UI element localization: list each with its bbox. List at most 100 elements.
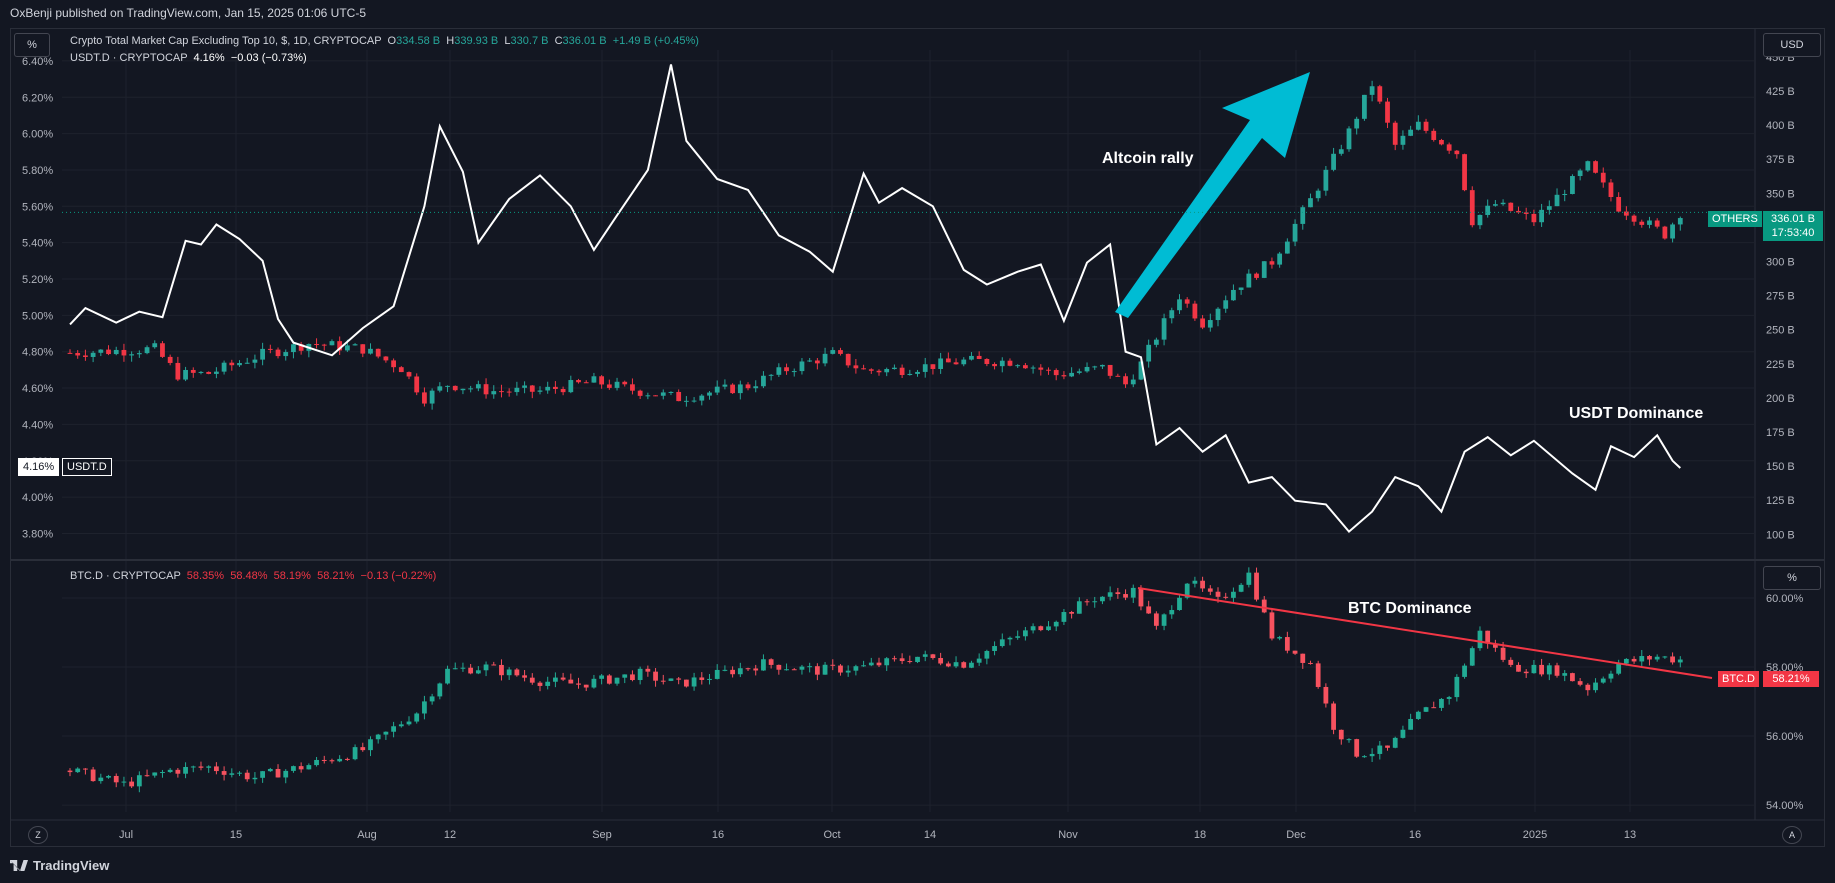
btcd-candle [984,650,990,659]
others-candle [776,367,782,375]
btcd-candle [1593,682,1598,691]
btcd-candle [999,639,1005,647]
btcd-candle [298,766,304,770]
zoom-button[interactable]: Z [28,826,48,844]
btcd-candle [1061,612,1067,622]
others-candle [352,344,358,346]
currency-button[interactable]: USD [1763,33,1821,57]
others-candle [799,361,805,372]
others-axis-label: 425 B [1766,86,1795,98]
btcd-candle [1123,594,1128,598]
others-candle [1623,211,1629,216]
others-candle [452,385,458,391]
btcd-tag-label: BTC.D [1722,673,1755,685]
btcd-candle [90,769,96,782]
btcd-candle [1446,697,1452,699]
btcd-candle [560,677,566,680]
others-candle [1431,130,1437,140]
btcd-candle [791,669,797,671]
others-candle [1523,212,1529,214]
tradingview-brand: TradingView [33,858,110,873]
btcd-price-tag: 58.21% [1763,671,1819,687]
btcd-candle [1539,664,1544,675]
others-candle [468,388,474,390]
top-scale-button[interactable]: % [14,33,50,57]
btcd-candle [830,664,836,666]
btcd-candle [1346,739,1352,741]
btcd-candle [892,658,897,660]
others-candle [699,395,705,401]
btcd-candle [676,678,682,680]
others-legend: Crypto Total Market Cap Excluding Top 10… [70,35,699,47]
btcd-candle [414,713,420,722]
others-candle [1323,169,1329,191]
others-candle [267,348,273,350]
btcd-candle [437,683,443,697]
btcd-candle [776,664,782,670]
others-candle [868,369,874,371]
others-candle [560,389,566,393]
others-candle [1492,204,1498,206]
time-label: Nov [1058,829,1078,841]
btcd-candle [969,662,974,668]
others-candle [1400,135,1406,145]
others-candle [1153,339,1159,345]
others-candle [1076,371,1082,373]
btcd-candle [861,665,866,667]
others-candles [67,80,1683,410]
btcd-candle [329,760,335,762]
usdt-value-tag: 4.16% [18,458,60,476]
tradingview-logo: TradingView [10,858,109,873]
btcd-candle [1623,658,1629,664]
btcd-candle [899,658,905,662]
others-candle [1146,344,1152,362]
auto-scale-button[interactable]: A [1782,826,1802,844]
usdt-axis: 6.40% 6.20% 6.00% 5.80% 5.60% 5.40% 5.20% 5.00%… [22,56,53,541]
others-candle [1084,366,1090,372]
others-candle [1485,205,1491,215]
time-label: 18 [1194,829,1206,841]
others-candle [1246,273,1252,288]
others-candle [252,359,258,363]
others-candle [930,364,936,369]
btcd-candle [144,775,150,777]
btcd-candle [1184,583,1190,598]
others-candle [414,376,420,393]
others-candle [1092,366,1098,368]
others-candle [491,391,497,395]
others-candle [969,355,974,360]
btcd-candle [475,670,481,674]
btcd-candle [938,658,944,664]
time-axis: Jul 15 Aug 12 Sep 16 Oct 14 Nov 18 Dec 16 2025 13 [119,829,1636,841]
btcd-candle [1647,656,1652,660]
others-candle [599,376,605,385]
usdt-axis-label: 5.40% [22,238,53,250]
others-candle [606,384,612,388]
others-candle [160,343,165,357]
others-candle [1338,149,1344,154]
btcd-candle [522,675,527,678]
others-axis-label: 400 B [1766,120,1795,132]
btcd-candle [391,726,396,732]
btcd-candle [976,658,982,663]
bottom-scale-button[interactable]: % [1763,566,1821,590]
usdt-legend-name: USDT.D · CRYPTOCAP [70,52,188,64]
others-candle [360,344,366,354]
btcd-candle [98,777,104,782]
btcd-candle [1616,663,1622,674]
time-label: Jul [119,829,133,841]
others-candle [1647,220,1652,225]
btcd-candle [252,777,258,780]
usdt-axis-label: 6.00% [22,129,53,141]
btcd-candle [930,654,936,659]
btcd-candle [260,771,266,778]
others-candle [237,363,242,366]
btcd-candle [761,659,766,671]
others-axis-label: 100 B [1766,529,1795,541]
others-candle [568,380,574,393]
btcd-candle [591,678,597,688]
others-tag-value: 336.01 B [1770,213,1816,225]
others-axis-label: 150 B [1766,461,1795,473]
others-candle [822,353,828,364]
